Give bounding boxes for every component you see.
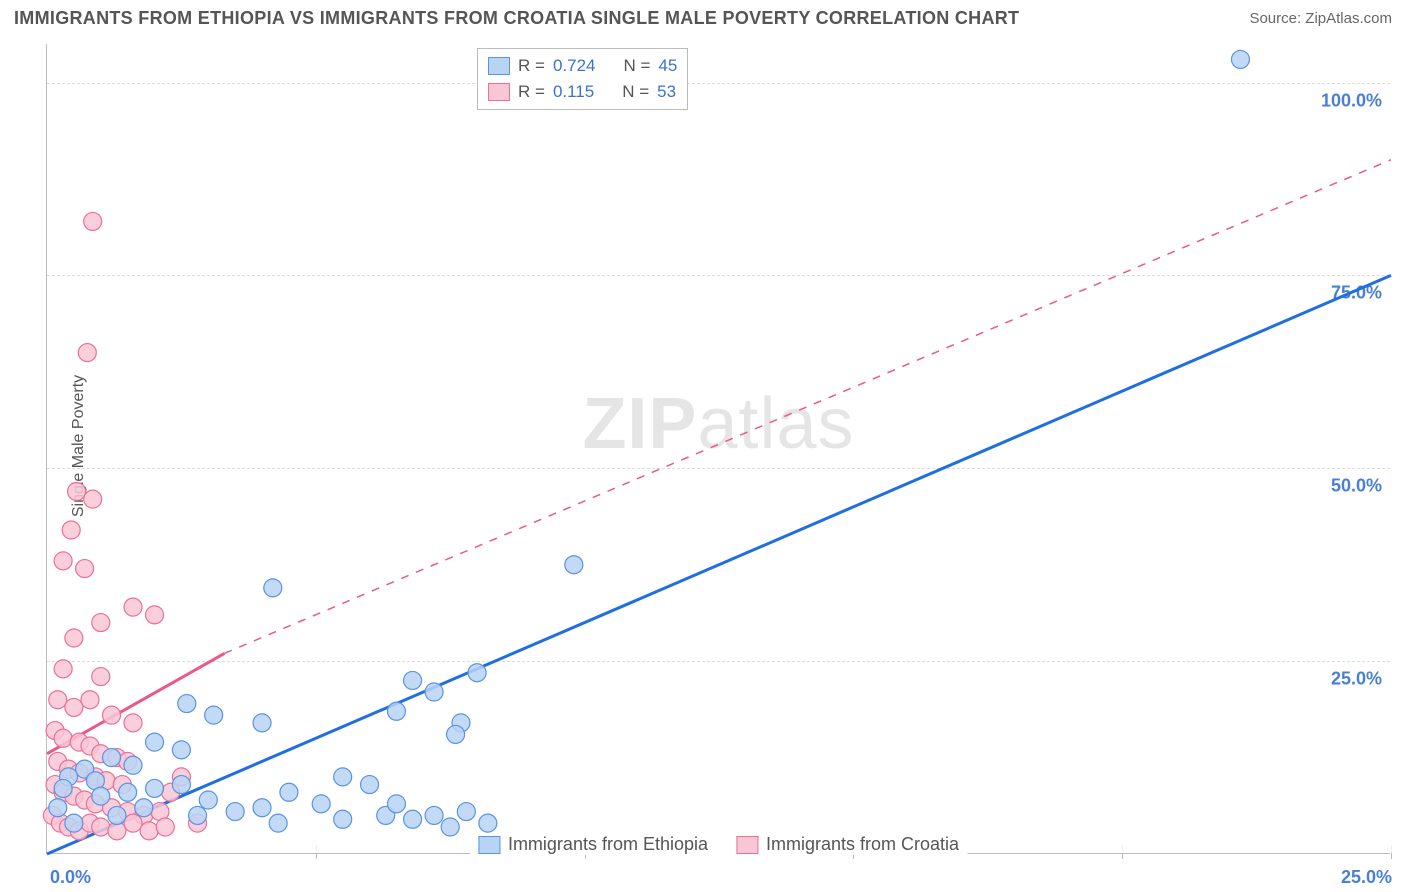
- n-value-ethiopia: 45: [658, 53, 677, 79]
- croatia-point: [92, 614, 110, 632]
- ethiopia-point: [264, 579, 282, 597]
- croatia-point: [54, 552, 72, 570]
- legend-row-croatia: R = 0.115 N = 53: [488, 79, 677, 105]
- title-bar: IMMIGRANTS FROM ETHIOPIA VS IMMIGRANTS F…: [0, 0, 1406, 33]
- ethiopia-point: [457, 803, 475, 821]
- r-value-croatia: 0.115: [553, 79, 594, 105]
- ethiopia-point: [253, 714, 271, 732]
- scatter-plot-svg: [47, 44, 1390, 853]
- legend-row-ethiopia: R = 0.724 N = 45: [488, 53, 677, 79]
- ethiopia-point: [172, 741, 190, 759]
- chart-title: IMMIGRANTS FROM ETHIOPIA VS IMMIGRANTS F…: [14, 8, 1019, 29]
- chart-plot-area: ZIPatlas 25.0%50.0%75.0%100.0% R = 0.724…: [46, 44, 1390, 854]
- croatia-point: [76, 560, 94, 578]
- ethiopia-point: [404, 810, 422, 828]
- ethiopia-point: [253, 799, 271, 817]
- ethiopia-point: [565, 556, 583, 574]
- croatia-point: [49, 691, 67, 709]
- ethiopia-point: [103, 749, 121, 767]
- legend-label-croatia: Immigrants from Croatia: [766, 834, 959, 855]
- ethiopia-point: [441, 818, 459, 836]
- ethiopia-point: [146, 779, 164, 797]
- croatia-point: [103, 706, 121, 724]
- ethiopia-point: [54, 779, 72, 797]
- ethiopia-point: [479, 814, 497, 832]
- ethiopia-point: [387, 795, 405, 813]
- ethiopia-point: [425, 683, 443, 701]
- ethiopia-point: [189, 806, 207, 824]
- ethiopia-point: [108, 806, 126, 824]
- croatia-point: [84, 490, 102, 508]
- croatia-point: [156, 818, 174, 836]
- ethiopia-point: [135, 799, 153, 817]
- ethiopia-point: [387, 702, 405, 720]
- ethiopia-point: [269, 814, 287, 832]
- swatch-croatia: [488, 83, 510, 101]
- croatia-point: [84, 212, 102, 230]
- ethiopia-point: [334, 810, 352, 828]
- ethiopia-point: [312, 795, 330, 813]
- croatia-point: [92, 668, 110, 686]
- x-axis-min-label: 0.0%: [50, 867, 91, 888]
- ethiopia-point: [199, 791, 217, 809]
- ethiopia-point: [334, 768, 352, 786]
- ethiopia-point: [468, 664, 486, 682]
- croatia-point: [68, 482, 86, 500]
- croatia-point: [62, 521, 80, 539]
- croatia-point: [124, 598, 142, 616]
- ethiopia-point: [124, 756, 142, 774]
- croatia-point: [65, 698, 83, 716]
- ethiopia-point: [425, 806, 443, 824]
- source-label: Source: ZipAtlas.com: [1249, 10, 1392, 27]
- x-axis-max-label: 25.0%: [1341, 867, 1392, 888]
- ethiopia-point: [49, 799, 67, 817]
- ethiopia-point: [280, 783, 298, 801]
- legend-item-croatia: Immigrants from Croatia: [736, 834, 959, 855]
- croatia-point: [140, 822, 158, 840]
- n-value-croatia: 53: [657, 79, 676, 105]
- swatch-croatia-icon: [736, 836, 758, 854]
- ethiopia-point: [65, 814, 83, 832]
- croatia-point: [124, 714, 142, 732]
- croatia-point: [92, 818, 110, 836]
- ethiopia-point: [1231, 50, 1249, 68]
- ethiopia-point: [447, 725, 465, 743]
- ethiopia-point: [146, 733, 164, 751]
- croatia-point: [146, 606, 164, 624]
- swatch-ethiopia-icon: [478, 836, 500, 854]
- ethiopia-point: [119, 783, 137, 801]
- ethiopia-point: [361, 776, 379, 794]
- legend-label-ethiopia: Immigrants from Ethiopia: [508, 834, 708, 855]
- croatia-point: [81, 691, 99, 709]
- legend-item-ethiopia: Immigrants from Ethiopia: [478, 834, 708, 855]
- ethiopia-point: [92, 787, 110, 805]
- croatia-point: [54, 660, 72, 678]
- croatia-point: [65, 629, 83, 647]
- ethiopia-point: [404, 671, 422, 689]
- ethiopia-point: [172, 776, 190, 794]
- croatia-point: [124, 814, 142, 832]
- r-value-ethiopia: 0.724: [553, 53, 596, 79]
- ethiopia-point: [205, 706, 223, 724]
- croatia-point: [78, 344, 96, 362]
- ethiopia-point: [226, 803, 244, 821]
- series-legend: Immigrants from Ethiopia Immigrants from…: [470, 834, 967, 855]
- ethiopia-point: [178, 695, 196, 713]
- croatia-point: [54, 729, 72, 747]
- swatch-ethiopia: [488, 57, 510, 75]
- correlation-legend: R = 0.724 N = 45 R = 0.115 N = 53: [477, 48, 688, 110]
